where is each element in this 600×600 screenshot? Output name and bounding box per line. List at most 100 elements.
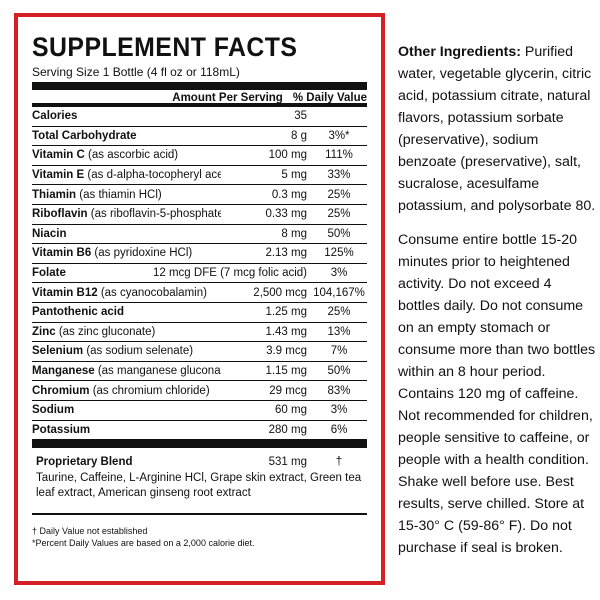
nutrient-amount: 0.3 mg xyxy=(271,188,307,201)
nutrient-amount: 12 mcg DFE (7 mcg folic acid) xyxy=(152,267,307,280)
nutrient-row: Zinc (as zinc gluconate) 1.43 mg 13% xyxy=(32,323,367,343)
nutrient-row: Riboflavin (as riboflavin-5-phosphate) 0.… xyxy=(32,205,367,225)
nutrient-detail: (as ascorbic acid) xyxy=(84,149,179,162)
nutrient-name: Vitamin B6 (as pyridoxine HCl) xyxy=(32,247,221,259)
nutrient-label: Vitamin E xyxy=(32,169,85,182)
dv-header: % Daily Value xyxy=(292,92,367,104)
divider-mid xyxy=(32,440,367,449)
proprietary-blend: Proprietary Blend 531 mg † Taurine, Caff… xyxy=(32,448,367,501)
nutrient-dv: 25% xyxy=(327,306,351,319)
footnotes: † Daily Value not established *Percent D… xyxy=(32,525,367,549)
nutrient-amount: 8 mg xyxy=(281,227,307,240)
supplement-facts-panel: SUPPLEMENT FACTS Serving Size 1 Bottle (… xyxy=(14,13,385,585)
nutrient-row: Potassium 280 mg 6% xyxy=(32,421,367,441)
directions-text: Consume entire bottle 15-20 minutes prio… xyxy=(398,232,596,556)
nutrient-row: Selenium (as sodium selenate) 3.9 mcg 7% xyxy=(32,342,367,362)
nutrient-amount: 100 mg xyxy=(268,149,307,162)
nutrient-dv: 13% xyxy=(327,325,351,338)
nutrient-amount: 280 mg xyxy=(268,423,307,436)
nutrient-amount: 8 g xyxy=(291,129,307,142)
nutrient-dv: 25% xyxy=(327,188,351,201)
nutrient-label: Sodium xyxy=(32,404,75,417)
nutrient-label: Folate xyxy=(32,267,66,280)
nutrient-amount: 1.43 mg xyxy=(265,325,307,338)
nutrient-detail: (as zinc gluconate) xyxy=(55,325,156,338)
nutrient-detail: (as pyridoxine HCl) xyxy=(91,247,193,260)
nutrient-row: Vitamin E (as d-alpha-tocopheryl acetate… xyxy=(32,166,367,186)
nutrient-dv: 3% xyxy=(330,267,348,280)
nutrient-name: Selenium (as sodium selenate) xyxy=(32,345,221,357)
blend-row: Proprietary Blend 531 mg † xyxy=(32,456,367,468)
nutrient-amount: 1.15 mg xyxy=(265,365,307,378)
other-ingredients-text: Purified water, vegetable glycerin, citr… xyxy=(398,44,596,214)
nutrient-label: Total Carbohydrate xyxy=(32,129,137,142)
nutrient-label: Manganese xyxy=(32,365,95,378)
nutrient-row: Vitamin C (as ascorbic acid) 100 mg 111% xyxy=(32,146,367,166)
panel-title: SUPPLEMENT FACTS xyxy=(32,32,298,62)
nutrient-row: Niacin 8 mg 50% xyxy=(32,225,367,245)
nutrient-dv: 33% xyxy=(327,169,351,182)
nutrient-amount: 1.25 mg xyxy=(265,306,307,319)
nutrient-label: Zinc xyxy=(32,325,56,338)
nutrient-name: Niacin xyxy=(32,228,221,240)
nutrient-name: Manganese (as manganese gluconate) xyxy=(32,365,221,377)
nutrient-label: Niacin xyxy=(32,227,67,240)
nutrient-label: Selenium xyxy=(32,345,84,358)
nutrient-name: Folate xyxy=(32,267,121,279)
nutrient-label: Calories xyxy=(32,110,78,123)
nutrient-row: Manganese (as manganese gluconate) 1.15 m… xyxy=(32,362,367,382)
nutrient-name: Vitamin B12 (as cyanocobalamin) xyxy=(32,287,221,299)
column-header: Amount Per Serving % Daily Value xyxy=(32,90,367,107)
divider-thick xyxy=(32,82,367,90)
other-ingredients: Other Ingredients: Purified water, veget… xyxy=(398,41,596,217)
nutrient-row: Vitamin B12 (as cyanocobalamin) 2,500 mcg… xyxy=(32,283,367,303)
amount-header: Amount Per Serving xyxy=(172,92,283,104)
nutrient-amount: 3.9 mcg xyxy=(266,345,307,358)
nutrient-row: Folate 12 mcg DFE (7 mcg folic acid) 3% xyxy=(32,264,367,284)
nutrient-name: Vitamin E (as d-alpha-tocopheryl acetate… xyxy=(32,169,221,181)
nutrient-row: Pantothenic acid 1.25 mg 25% xyxy=(32,303,367,323)
nutrient-label: Pantothenic acid xyxy=(32,306,125,319)
nutrient-dv: 25% xyxy=(327,208,351,221)
nutrient-amount: 29 mcg xyxy=(269,384,307,397)
nutrient-name: Calories xyxy=(32,110,221,122)
nutrient-row: Calories 35 xyxy=(32,107,367,127)
nutrient-amount: 2.13 mg xyxy=(265,247,307,260)
blend-name: Proprietary Blend xyxy=(36,456,133,469)
nutrient-dv: 3% xyxy=(330,404,348,417)
footnote-dagger: † Daily Value not established xyxy=(32,526,148,537)
blend-dv: † xyxy=(335,456,343,469)
nutrient-label: Riboflavin xyxy=(32,208,88,221)
nutrient-table: Calories 35 Total Carbohydrate 8 g 3%* Vitami… xyxy=(32,107,367,441)
nutrient-dv: 3%* xyxy=(328,129,350,142)
nutrient-detail: (as riboflavin-5-phosphate) xyxy=(87,208,221,221)
nutrient-name: Potassium xyxy=(32,424,221,436)
nutrient-dv: 50% xyxy=(327,365,351,378)
nutrient-name: Thiamin (as thiamin HCl) xyxy=(32,189,221,201)
nutrient-dv: 104,167% xyxy=(313,286,365,299)
nutrient-label: Vitamin B6 xyxy=(32,247,92,260)
nutrient-row: Vitamin B6 (as pyridoxine HCl) 2.13 mg 125… xyxy=(32,244,367,264)
nutrient-name: Sodium xyxy=(32,404,221,416)
nutrient-amount: 0.33 mg xyxy=(265,208,307,221)
nutrient-detail: (as manganese gluconate) xyxy=(94,365,221,378)
other-ingredients-heading: Other Ingredients: xyxy=(398,44,521,60)
nutrient-dv: 111% xyxy=(325,149,353,162)
nutrient-label: Thiamin xyxy=(32,188,77,201)
serving-size: Serving Size 1 Bottle (4 fl oz or 118mL) xyxy=(32,65,240,79)
footnote-percent: *Percent Daily Values are based on a 2,0… xyxy=(32,538,255,549)
nutrient-name: Chromium (as chromium chloride) xyxy=(32,385,221,397)
nutrient-amount: 35 xyxy=(294,110,307,123)
nutrient-detail: (as thiamin HCl) xyxy=(76,188,162,201)
nutrient-dv: 125% xyxy=(324,247,354,260)
nutrient-amount: 2,500 mcg xyxy=(253,286,307,299)
nutrient-detail: (as cyanocobalamin) xyxy=(97,286,207,299)
nutrient-label: Chromium xyxy=(32,384,90,397)
nutrient-detail: (as chromium chloride) xyxy=(89,384,210,397)
nutrient-detail: (as sodium selenate) xyxy=(83,345,194,358)
nutrient-dv: 50% xyxy=(327,227,351,240)
nutrient-name: Vitamin C (as ascorbic acid) xyxy=(32,149,221,161)
nutrient-row: Total Carbohydrate 8 g 3%* xyxy=(32,127,367,147)
nutrient-label: Vitamin C xyxy=(32,149,85,162)
nutrient-dv: 7% xyxy=(330,345,348,358)
